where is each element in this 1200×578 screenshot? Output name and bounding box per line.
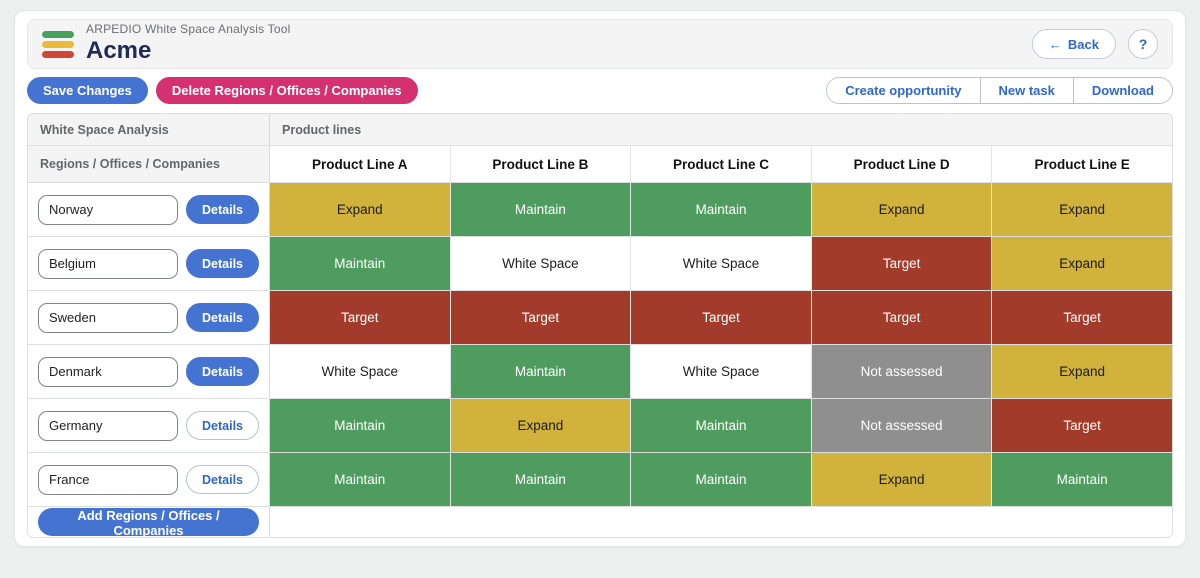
region-input[interactable] — [38, 194, 178, 225]
region-input[interactable] — [38, 356, 178, 387]
details-button[interactable]: Details — [186, 303, 259, 332]
status-cell[interactable]: White Space — [449, 237, 631, 290]
status-cell[interactable]: White Space — [630, 345, 811, 398]
details-button[interactable]: Details — [186, 357, 259, 386]
status-cell[interactable]: Target — [991, 291, 1172, 344]
toolbar: Save Changes Delete Regions / Offices / … — [27, 77, 1173, 104]
status-cell[interactable]: Maintain — [270, 237, 450, 290]
status-cell[interactable]: Target — [630, 291, 811, 344]
region-input[interactable] — [38, 464, 178, 495]
add-regions-button[interactable]: Add Regions / Offices / Companies — [38, 508, 259, 537]
status-cell[interactable]: Expand — [810, 453, 992, 506]
create-opportunity-button[interactable]: Create opportunity — [827, 78, 980, 103]
status-cell[interactable]: Target — [810, 237, 992, 290]
region-input[interactable] — [38, 302, 178, 333]
status-cell[interactable]: Maintain — [270, 453, 450, 506]
region-cell: Details — [28, 237, 270, 290]
status-cell[interactable]: White Space — [270, 345, 450, 398]
region-input[interactable] — [38, 410, 178, 441]
region-cell: Details — [28, 453, 270, 506]
delete-regions-button[interactable]: Delete Regions / Offices / Companies — [155, 77, 418, 104]
status-cell[interactable]: White Space — [630, 237, 811, 290]
column-header: Product Line C — [630, 146, 811, 182]
header-bar: ARPEDIO White Space Analysis Tool Acme ←… — [27, 19, 1173, 69]
footer-empty-area — [270, 507, 1172, 537]
region-cell: Details — [28, 345, 270, 398]
column-header: Product Line D — [810, 146, 992, 182]
status-cell[interactable]: Expand — [991, 183, 1172, 236]
back-arrow-icon: ← — [1048, 36, 1062, 52]
header-titles: ARPEDIO White Space Analysis Tool Acme — [86, 22, 291, 65]
toolbar-left: Save Changes Delete Regions / Offices / … — [27, 77, 418, 104]
status-cell[interactable]: Not assessed — [810, 399, 992, 452]
table-row: DetailsMaintainMaintainMaintainExpandMai… — [28, 452, 1172, 506]
status-cells: Maintain White Space White Space Target Expa… — [270, 237, 1172, 290]
status-cells: White Space Maintain White Space Not assess… — [270, 345, 1172, 398]
footer-left-cell: Add Regions / Offices / Companies — [28, 507, 270, 537]
status-cell[interactable]: Maintain — [449, 183, 631, 236]
status-cell[interactable]: Expand — [810, 183, 992, 236]
status-cell[interactable]: Target — [810, 291, 992, 344]
table-subheader-row: Regions / Offices / Companies Product Li… — [28, 145, 1172, 182]
status-cell[interactable]: Target — [449, 291, 631, 344]
details-button[interactable]: Details — [186, 195, 259, 224]
details-button[interactable]: Details — [186, 249, 259, 278]
details-button[interactable]: Details — [186, 411, 259, 440]
save-changes-button[interactable]: Save Changes — [27, 77, 148, 104]
app-title: ARPEDIO White Space Analysis Tool — [86, 22, 291, 37]
help-button[interactable]: ? — [1128, 29, 1158, 59]
left-panel-header: White Space Analysis — [28, 114, 270, 145]
logo-bar-red — [42, 50, 74, 58]
column-header: Product Line E — [991, 146, 1172, 182]
status-cell[interactable]: Expand — [449, 399, 631, 452]
arpedio-logo-icon — [42, 30, 74, 58]
back-button[interactable]: ← Back — [1031, 29, 1116, 59]
status-cells: Maintain Maintain Maintain Expand Maintain — [270, 453, 1172, 506]
status-cells: Target Target Target Target Target — [270, 291, 1172, 344]
table-footer-row: Add Regions / Offices / Companies — [28, 506, 1172, 537]
column-header: Product Line A — [270, 146, 450, 182]
details-button[interactable]: Details — [186, 465, 259, 494]
status-cell[interactable]: Not assessed — [810, 345, 992, 398]
status-cell[interactable]: Maintain — [449, 345, 631, 398]
column-headers: Product Line A Product Line B Product Line… — [270, 146, 1172, 182]
status-cell[interactable]: Maintain — [270, 399, 450, 452]
status-cell[interactable]: Maintain — [630, 453, 811, 506]
region-cell: Details — [28, 183, 270, 236]
status-cell[interactable]: Maintain — [449, 453, 631, 506]
actions-button-group: Create opportunity New task Download — [826, 77, 1173, 104]
white-space-table: White Space Analysis Product lines Regio… — [27, 113, 1173, 538]
download-button[interactable]: Download — [1072, 78, 1172, 103]
back-button-label: Back — [1067, 36, 1099, 52]
status-cell[interactable]: Expand — [991, 237, 1172, 290]
region-cell: Details — [28, 399, 270, 452]
status-cell[interactable]: Maintain — [630, 183, 811, 236]
table-header-row: White Space Analysis Product lines — [28, 114, 1172, 145]
status-cell[interactable]: Maintain — [991, 453, 1172, 506]
rows-header: Regions / Offices / Companies — [28, 146, 270, 182]
app-card: ARPEDIO White Space Analysis Tool Acme ←… — [14, 10, 1186, 547]
table-row: DetailsExpandMaintainMaintainExpandExpan… — [28, 182, 1172, 236]
table-body: DetailsExpandMaintainMaintainExpandExpan… — [28, 182, 1172, 506]
product-lines-header: Product lines — [270, 114, 1172, 145]
region-cell: Details — [28, 291, 270, 344]
status-cell[interactable]: Maintain — [630, 399, 811, 452]
column-header: Product Line B — [449, 146, 631, 182]
new-task-button[interactable]: New task — [979, 78, 1073, 103]
status-cell[interactable]: Target — [270, 291, 450, 344]
status-cells: Maintain Expand Maintain Not assessed Target — [270, 399, 1172, 452]
region-input[interactable] — [38, 248, 178, 279]
status-cells: Expand Maintain Maintain Expand Expand — [270, 183, 1172, 236]
logo-bar-yellow — [42, 40, 74, 48]
status-cell[interactable]: Expand — [270, 183, 450, 236]
account-name: Acme — [86, 37, 152, 65]
logo-bar-green — [42, 30, 74, 38]
status-cell[interactable]: Expand — [991, 345, 1172, 398]
status-cell[interactable]: Target — [991, 399, 1172, 452]
